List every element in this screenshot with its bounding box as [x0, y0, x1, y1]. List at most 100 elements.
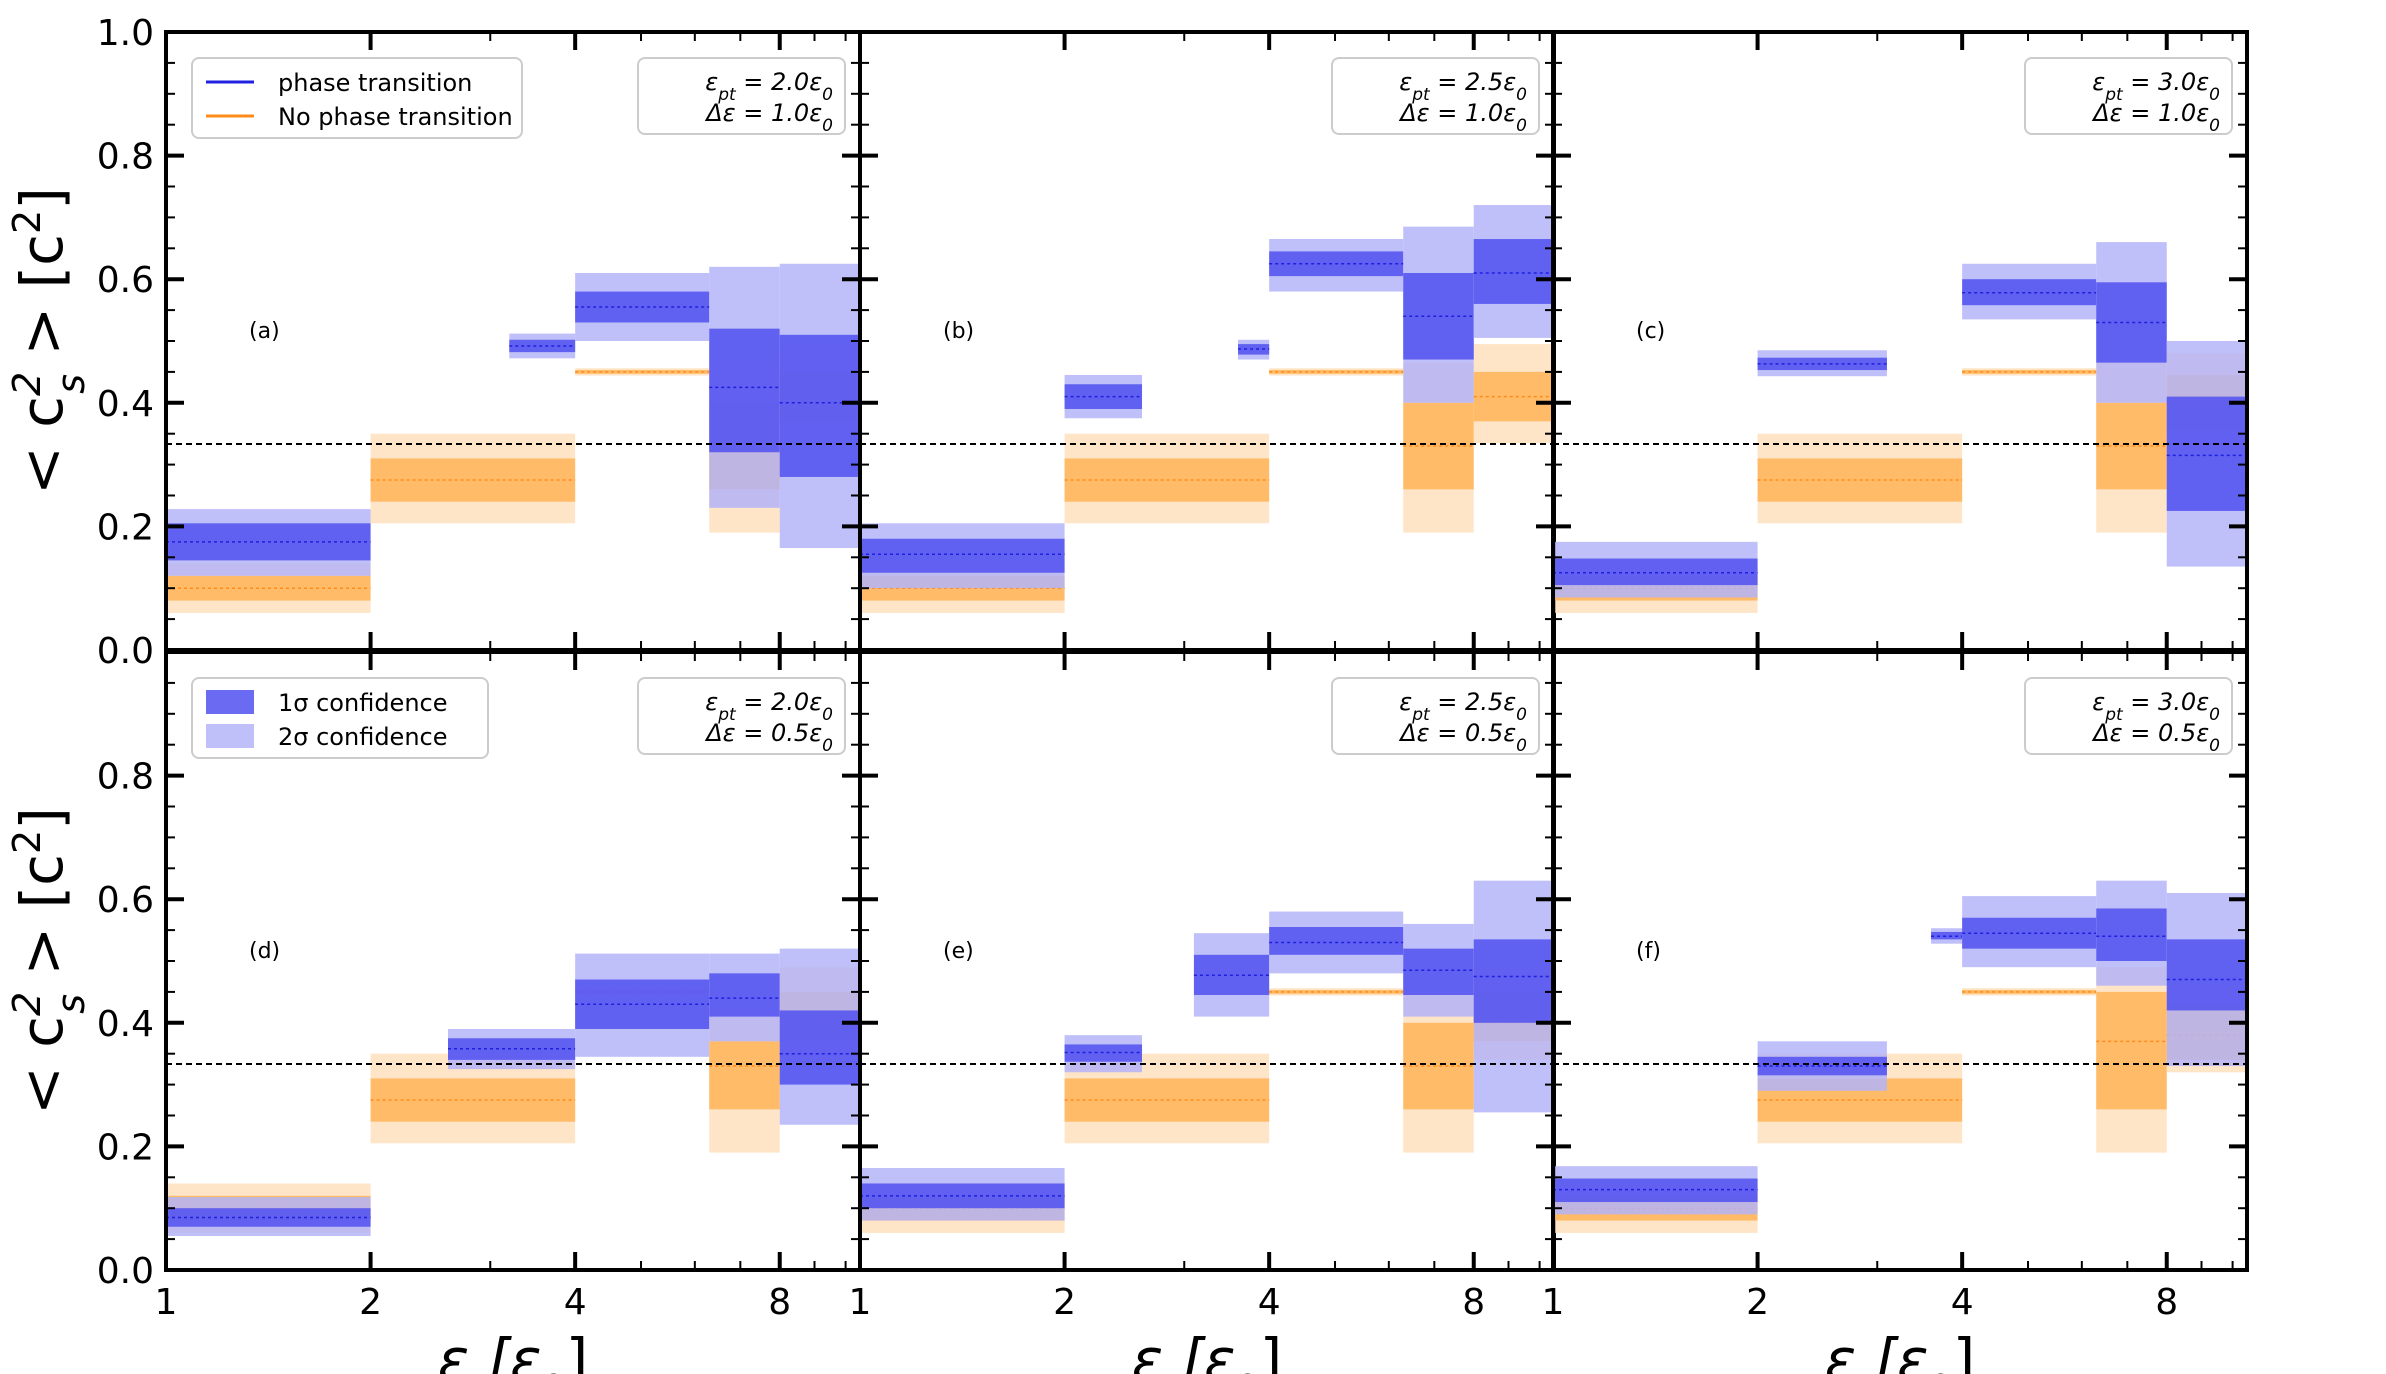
- eps-pt-label: εpt = 2.0ε0: [705, 68, 833, 105]
- y-tick-label: 0.6: [97, 260, 154, 301]
- pt-1sigma-band: [1931, 931, 1963, 940]
- parameter-box: [1331, 677, 1540, 755]
- legend-pt-label: phase transition: [278, 69, 472, 97]
- panel-f-plot-area: [1553, 880, 2247, 1233]
- y-tick-label: 0.0: [97, 631, 154, 672]
- y-axis-label: < c2s > [c2]: [5, 187, 93, 495]
- panel-letter: (a): [249, 319, 280, 344]
- pt-1sigma-band: [2166, 939, 2247, 1011]
- legend-box: [191, 677, 489, 759]
- npt-1sigma-band: [1403, 1022, 1474, 1110]
- eps-pt-label: εpt = 2.0ε0: [705, 688, 833, 725]
- panel-letter: (e): [943, 939, 974, 964]
- y-tick-label: 0.6: [97, 880, 154, 921]
- pt-1sigma-band: [1473, 939, 1554, 1023]
- legend-1sigma-label: 1σ confidence: [278, 689, 448, 717]
- pt-1sigma-band: [1403, 948, 1474, 995]
- legend-2sigma-swatch: [206, 724, 254, 748]
- x-tick-label: 8: [2155, 1282, 2178, 1323]
- parameter-box: [637, 57, 846, 135]
- delta-eps-label: Δε = 1.0ε0: [2091, 99, 2220, 136]
- pt-1sigma-band: [2166, 396, 2247, 511]
- delta-eps-label: Δε = 0.5ε0: [1398, 719, 1527, 756]
- x-tick-label: 2: [359, 1282, 382, 1323]
- x-axis-label: ε [ε0]: [438, 1326, 589, 1374]
- delta-eps-label: Δε = 0.5ε0: [2091, 719, 2220, 756]
- y-tick-label: 0.4: [97, 384, 154, 425]
- x-tick-label: 8: [1462, 1282, 1485, 1323]
- panel-letter: (b): [943, 319, 974, 344]
- npt-1sigma-band: [1403, 402, 1474, 490]
- y-tick-label: 0.2: [97, 1127, 154, 1168]
- delta-eps-label: Δε = 0.5ε0: [704, 719, 833, 756]
- panel-b-plot-area: [860, 205, 1554, 613]
- pt-1sigma-band: [1473, 239, 1554, 304]
- x-tick-label: 1: [849, 1282, 872, 1323]
- parameter-box: [637, 677, 846, 755]
- panel-c-plot-area: [1553, 242, 2247, 613]
- y-tick-label: 0.2: [97, 507, 154, 548]
- pt-1sigma-band: [709, 328, 780, 453]
- panel-letter: (d): [249, 939, 280, 964]
- y-axis-label: < c2s > [c2]: [5, 807, 93, 1115]
- y-tick-label: 0.4: [97, 1004, 154, 1045]
- pt-1sigma-band: [1757, 1056, 1887, 1076]
- parameter-box: [2024, 677, 2233, 755]
- pt-1sigma-band: [1403, 273, 1474, 360]
- x-tick-label: 4: [1258, 1282, 1281, 1323]
- parameter-box: [2024, 57, 2233, 135]
- legend-1sigma-swatch: [206, 690, 254, 714]
- x-tick-label: 1: [155, 1282, 178, 1323]
- pt-1sigma-band: [1553, 558, 1758, 586]
- eps-pt-label: εpt = 2.5ε0: [1399, 68, 1527, 105]
- pt-1sigma-band: [2096, 908, 2167, 961]
- npt-1sigma-band: [2096, 991, 2167, 1110]
- y-tick-label: 0.0: [97, 1251, 154, 1292]
- delta-eps-label: Δε = 1.0ε0: [1398, 99, 1527, 136]
- npt-1sigma-band: [2096, 402, 2167, 490]
- x-tick-label: 8: [768, 1282, 791, 1323]
- x-tick-label: 4: [1951, 1282, 1974, 1323]
- legend-box: [191, 57, 523, 139]
- pt-1sigma-band: [2096, 282, 2167, 363]
- band-legend: 1σ confidence 2σ confidence: [191, 677, 489, 759]
- y-tick-label: 1.0: [97, 13, 154, 54]
- eps-pt-label: εpt = 3.0ε0: [2092, 68, 2220, 105]
- panel-letter: (f): [1636, 939, 1661, 964]
- pt-1sigma-band: [860, 538, 1065, 573]
- panel-letter: (c): [1636, 319, 1665, 344]
- y-tick-label: 0.8: [97, 137, 154, 178]
- eps-pt-label: εpt = 3.0ε0: [2092, 688, 2220, 725]
- pt-1sigma-band: [448, 1038, 576, 1060]
- pt-1sigma-band: [1757, 357, 1887, 371]
- x-tick-label: 2: [1053, 1282, 1076, 1323]
- x-tick-label: 2: [1746, 1282, 1769, 1323]
- legend-npt-label: No phase transition: [278, 103, 513, 131]
- x-tick-label: 1: [1542, 1282, 1565, 1323]
- pt-1sigma-band: [1238, 344, 1270, 355]
- panel-e-plot-area: [860, 880, 1554, 1233]
- x-tick-label: 4: [564, 1282, 587, 1323]
- legend-2sigma-label: 2σ confidence: [278, 723, 448, 751]
- parameter-box: [1331, 57, 1540, 135]
- delta-eps-label: Δε = 1.0ε0: [704, 99, 833, 136]
- y-tick-label: 0.8: [97, 757, 154, 798]
- x-axis-label: ε [ε0]: [1132, 1326, 1283, 1374]
- pt-1sigma-band: [709, 973, 780, 1017]
- pt-1sigma-band: [779, 334, 860, 477]
- pt-1sigma-band: [1269, 927, 1404, 955]
- line-legend: phase transition No phase transition: [191, 57, 523, 139]
- x-axis-label: ε [ε0]: [1825, 1326, 1976, 1374]
- axes-text-layer: 0.0 0.2 0.4 0.6 0.8 1.0 < c2s > [c2] 1 2 4 8 ε [ε0]…: [5, 13, 2178, 1374]
- eps-pt-label: εpt = 2.5ε0: [1399, 688, 1527, 725]
- panel-d-plot-area: [166, 948, 860, 1237]
- npt-1sigma-band: [709, 1041, 780, 1110]
